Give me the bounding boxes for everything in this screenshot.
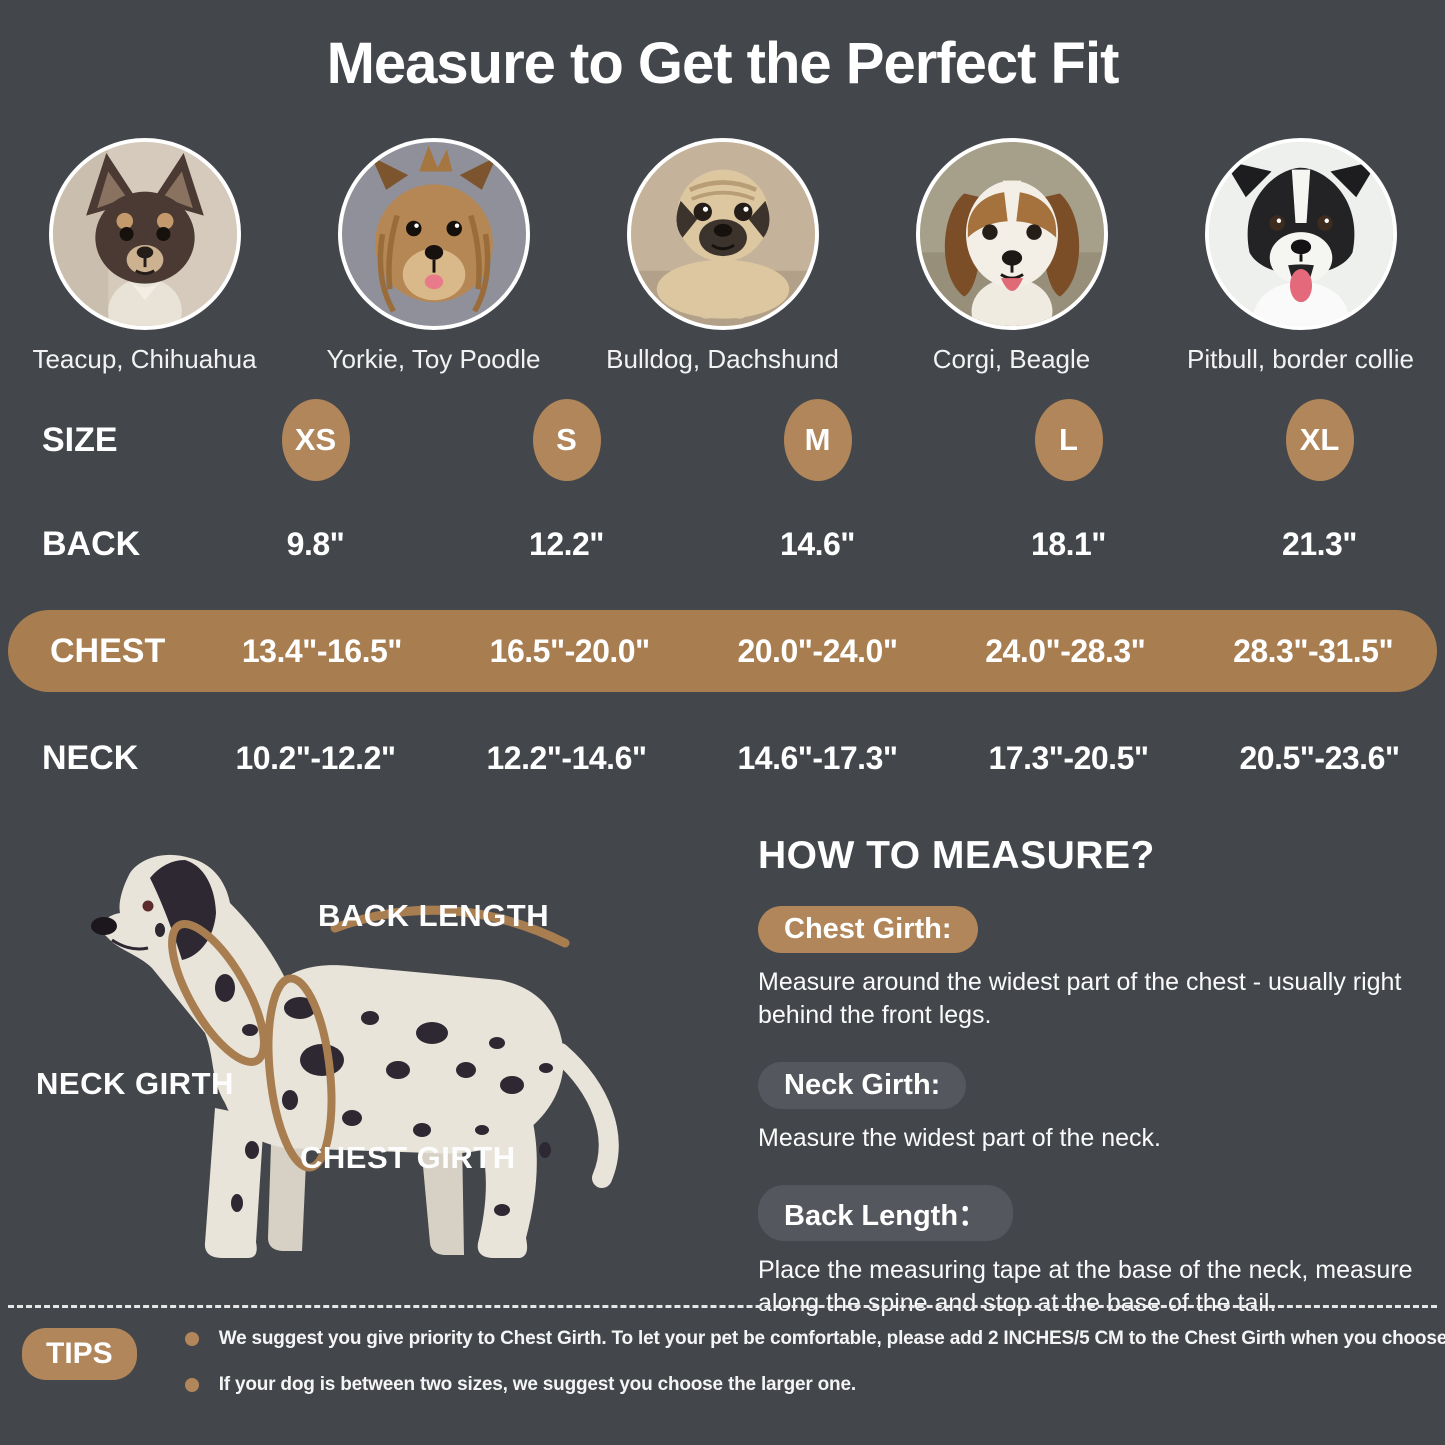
dalmatian-dog-illustration — [91, 854, 619, 1258]
chest-girth-label: CHEST GIRTH — [300, 1140, 516, 1175]
neck-value: 17.3"-20.5" — [988, 739, 1149, 776]
back-value: 21.3" — [1282, 525, 1357, 562]
bullet-dot-icon — [184, 1378, 199, 1392]
tip-text: We suggest you give priority to Chest Gi… — [218, 1328, 1445, 1349]
border-collie-icon — [1208, 142, 1393, 326]
size-table: SIZE XS S M L XL BACK 9.8" 12.2" 14.6" 1… — [0, 392, 1445, 814]
chest-value: 24.0"-28.3" — [985, 632, 1146, 669]
size-badge-xs: XS — [281, 399, 350, 481]
bullet-dot-icon — [184, 1332, 199, 1346]
row-label: CHEST — [50, 631, 166, 670]
neck-value: 20.5"-23.6" — [1239, 739, 1400, 776]
beagle-icon — [919, 142, 1104, 326]
back-length-label: BACK LENGTH — [318, 898, 550, 933]
table-row-back: BACK 9.8" 12.2" 14.6" 18.1" 21.3" — [0, 488, 1445, 600]
chihuahua-icon — [52, 142, 237, 326]
back-value: 12.2" — [529, 525, 604, 562]
chest-value: 16.5"-20.0" — [489, 632, 651, 669]
back-length-badge: Back Length： — [758, 1185, 1014, 1241]
row-label: BACK — [42, 524, 141, 563]
back-value: 9.8" — [286, 525, 345, 562]
size-badge-m: M — [783, 399, 852, 481]
breed-label: Pitbull, border collie — [1187, 344, 1414, 374]
chest-value: 28.3"-31.5" — [1233, 632, 1394, 669]
chest-girth-text: Measure around the widest part of the ch… — [758, 968, 1402, 1029]
back-value: 14.6" — [780, 525, 855, 562]
size-badge-l: L — [1034, 399, 1103, 481]
pug-photo — [626, 138, 819, 330]
chest-highlight-band: CHEST 13.4"-16.5" 16.5"-20.0" 20.0"-24.0… — [8, 610, 1437, 692]
breed-label: Bulldog, Dachshund — [606, 344, 839, 374]
table-row-chest: CHEST 13.4"-16.5" 16.5"-20.0" 20.0"-24.0… — [8, 610, 1437, 692]
back-length-block: Back Length： Place the measuring tape at… — [758, 1185, 1430, 1320]
back-length-text: Place the measuring tape at the base of … — [758, 1256, 1413, 1317]
neck-value: 10.2"-12.2" — [235, 739, 396, 776]
neck-value: 12.2"-14.6" — [486, 739, 647, 776]
breed-label-row: Teacup, Chihuahua Yorkie, Toy Poodle Bul… — [0, 344, 1445, 375]
tips-badge: TIPS — [22, 1328, 137, 1380]
breed-label: Yorkie, Toy Poodle — [326, 344, 541, 374]
table-row-size: SIZE XS S M L XL — [0, 392, 1445, 488]
back-value: 18.1" — [1031, 525, 1106, 562]
chest-girth-badge: Chest Girth: — [758, 906, 978, 953]
neck-girth-text: Measure the widest part of the neck. — [758, 1124, 1161, 1152]
chihuahua-photo — [48, 138, 241, 330]
how-to-measure-heading: HOW TO MEASURE? — [758, 834, 1155, 877]
chest-value: 13.4"-16.5" — [241, 632, 403, 669]
tip-item: We suggest you give priority to Chest Gi… — [184, 1328, 1445, 1350]
tip-item: If your dog is between two sizes, we sug… — [184, 1374, 1445, 1396]
row-label: NECK — [42, 738, 139, 777]
beagle-photo — [915, 138, 1108, 330]
table-row-neck: NECK 10.2"-12.2" 12.2"-14.6" 14.6"-17.3"… — [0, 702, 1445, 814]
chest-value: 20.0"-24.0" — [737, 632, 898, 669]
breed-label: Teacup, Chihuahua — [32, 344, 257, 374]
tip-text: If your dog is between two sizes, we sug… — [218, 1374, 856, 1395]
how-to-measure-section: HOW TO MEASURE? Chest Girth: Measure aro… — [758, 818, 1430, 1350]
neck-girth-label: NECK GIRTH — [36, 1066, 234, 1101]
pug-icon — [630, 142, 815, 326]
breed-photo-row — [0, 138, 1445, 330]
size-badge-s: S — [532, 399, 601, 481]
page-title: Measure to Get the Perfect Fit — [326, 31, 1120, 96]
measuring-diagram: BACK LENGTH NECK GIRTH CHEST GIRTH — [0, 818, 740, 1303]
border-collie-photo — [1204, 138, 1397, 330]
row-label: SIZE — [42, 420, 118, 459]
yorkie-photo — [337, 138, 530, 330]
tips-list: We suggest you give priority to Chest Gi… — [184, 1328, 1445, 1420]
neck-value: 14.6"-17.3" — [737, 739, 898, 776]
yorkie-icon — [341, 142, 526, 326]
chest-girth-block: Chest Girth: Measure around the widest p… — [758, 906, 1430, 1032]
neck-girth-badge: Neck Girth: — [758, 1062, 967, 1109]
size-badge-xl: XL — [1285, 399, 1354, 481]
neck-girth-block: Neck Girth: Measure the widest part of t… — [758, 1062, 1430, 1155]
tips-section: TIPS We suggest you give priority to Che… — [22, 1328, 1445, 1420]
breed-label: Corgi, Beagle — [932, 344, 1091, 374]
dashed-divider — [8, 1305, 1437, 1308]
